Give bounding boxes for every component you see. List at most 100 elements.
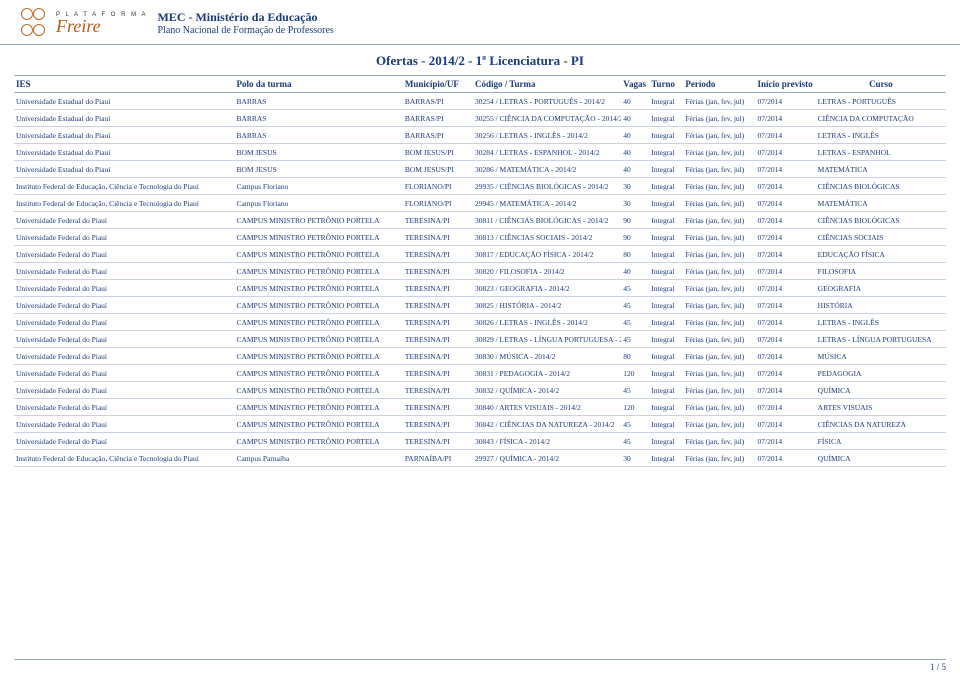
cell-muni: TERESINA/PI <box>403 365 473 382</box>
cell-inicio: 07/2014 <box>756 348 816 365</box>
cell-vagas: 90 <box>621 212 649 229</box>
cell-vagas: 90 <box>621 229 649 246</box>
cell-polo: BOM JESUS <box>234 144 402 161</box>
header-title: MEC - Ministério da Educação <box>157 10 333 25</box>
cell-inicio: 07/2014 <box>756 93 816 110</box>
cell-ies: Universidade Federal do Piauí <box>14 331 234 348</box>
cell-cod: 30813 / CIÊNCIAS SOCIAIS - 2014/2 <box>473 229 621 246</box>
cell-vagas: 30 <box>621 450 649 467</box>
cell-vagas: 45 <box>621 280 649 297</box>
cell-cod: 30820 / FILOSOFIA - 2014/2 <box>473 263 621 280</box>
cell-periodo: Férias (jan, fev, jul) <box>683 229 755 246</box>
cell-periodo: Férias (jan, fev, jul) <box>683 212 755 229</box>
cell-muni: TERESINA/PI <box>403 297 473 314</box>
cell-polo: CAMPUS MINISTRO PETRÔNIO PORTELA <box>234 382 402 399</box>
cell-curso: MATEMÁTICA <box>816 195 946 212</box>
col-header-municipio: Município/UF <box>403 76 473 93</box>
cell-turno: Integral <box>649 365 683 382</box>
table-row: Universidade Federal do PiauíCAMPUS MINI… <box>14 399 946 416</box>
cell-periodo: Férias (jan, fev, jul) <box>683 450 755 467</box>
cell-muni: TERESINA/PI <box>403 433 473 450</box>
cell-polo: BARRAS <box>234 110 402 127</box>
cell-polo: CAMPUS MINISTRO PETRÔNIO PORTELA <box>234 212 402 229</box>
cell-polo: CAMPUS MINISTRO PETRÔNIO PORTELA <box>234 348 402 365</box>
cell-polo: CAMPUS MINISTRO PETRÔNIO PORTELA <box>234 433 402 450</box>
cell-vagas: 120 <box>621 399 649 416</box>
cell-curso: LETRAS - PORTUGUÊS <box>816 93 946 110</box>
cell-muni: TERESINA/PI <box>403 263 473 280</box>
cell-muni: TERESINA/PI <box>403 314 473 331</box>
cell-cod: 29935 / CIÊNCIAS BIOLÓGICAS - 2014/2 <box>473 178 621 195</box>
col-header-vagas: Vagas <box>621 76 649 93</box>
cell-polo: Campus Floriano <box>234 178 402 195</box>
cell-periodo: Férias (jan, fev, jul) <box>683 433 755 450</box>
cell-ies: Universidade Estadual do Piauí <box>14 161 234 178</box>
cell-polo: CAMPUS MINISTRO PETRÔNIO PORTELA <box>234 365 402 382</box>
cell-cod: 30843 / FÍSICA - 2014/2 <box>473 433 621 450</box>
cell-muni: PARNAÍBA/PI <box>403 450 473 467</box>
table-row: Universidade Federal do PiauíCAMPUS MINI… <box>14 280 946 297</box>
cell-inicio: 07/2014 <box>756 433 816 450</box>
cell-turno: Integral <box>649 110 683 127</box>
cell-ies: Universidade Federal do Piauí <box>14 416 234 433</box>
col-header-periodo: Período <box>683 76 755 93</box>
cell-ies: Instituto Federal de Educação, Ciência e… <box>14 450 234 467</box>
cell-ies: Universidade Federal do Piauí <box>14 348 234 365</box>
cell-polo: CAMPUS MINISTRO PETRÔNIO PORTELA <box>234 263 402 280</box>
cell-cod: 30832 / QUÍMICA - 2014/2 <box>473 382 621 399</box>
cell-polo: BARRAS <box>234 93 402 110</box>
table-row: Universidade Estadual do PiauíBARRASBARR… <box>14 127 946 144</box>
cell-curso: FILOSOFIA <box>816 263 946 280</box>
cell-polo: CAMPUS MINISTRO PETRÔNIO PORTELA <box>234 416 402 433</box>
cell-inicio: 07/2014 <box>756 229 816 246</box>
cell-cod: 30826 / LETRAS - INGLÊS - 2014/2 <box>473 314 621 331</box>
cell-inicio: 07/2014 <box>756 416 816 433</box>
cell-cod: 30256 / LETRAS - INGLÊS - 2014/2 <box>473 127 621 144</box>
cell-periodo: Férias (jan, fev, jul) <box>683 348 755 365</box>
cell-vagas: 45 <box>621 382 649 399</box>
cell-periodo: Férias (jan, fev, jul) <box>683 331 755 348</box>
cell-inicio: 07/2014 <box>756 212 816 229</box>
table-body: Universidade Estadual do Piauí BARRASBARR… <box>14 93 946 467</box>
cell-vagas: 45 <box>621 331 649 348</box>
table-row: Universidade Estadual do PiauíBOM JESUSB… <box>14 144 946 161</box>
cell-muni: TERESINA/PI <box>403 331 473 348</box>
cell-cod: 30286 / MATEMÁTICA - 2014/2 <box>473 161 621 178</box>
cell-curso: CIÊNCIAS SOCIAIS <box>816 229 946 246</box>
cell-cod: 30840 / ARTES VISUAIS - 2014/2 <box>473 399 621 416</box>
cell-inicio: 07/2014 <box>756 195 816 212</box>
cell-cod: 29945 / MATEMÁTICA - 2014/2 <box>473 195 621 212</box>
col-header-turno: Turno <box>649 76 683 93</box>
cell-periodo: Férias (jan, fev, jul) <box>683 246 755 263</box>
cell-vagas: 45 <box>621 416 649 433</box>
cell-turno: Integral <box>649 450 683 467</box>
cell-polo: CAMPUS MINISTRO PETRÔNIO PORTELA <box>234 314 402 331</box>
cell-ies: Universidade Federal do Piauí <box>14 229 234 246</box>
cell-ies: Universidade Federal do Piauí <box>14 212 234 229</box>
table-row: Universidade Federal do PiauíCAMPUS MINI… <box>14 348 946 365</box>
cell-ies: Universidade Federal do Piauí <box>14 263 234 280</box>
cell-cod: 30255 / CIÊNCIA DA COMPUTAÇÃO - 2014/2 <box>473 110 621 127</box>
cell-inicio: 07/2014 <box>756 280 816 297</box>
cell-muni: TERESINA/PI <box>403 382 473 399</box>
cell-curso: LETRAS - INGLÊS <box>816 314 946 331</box>
cell-muni: TERESINA/PI <box>403 212 473 229</box>
cell-curso: QUÍMICA <box>816 382 946 399</box>
cell-curso: CIÊNCIAS BIOLÓGICAS <box>816 178 946 195</box>
cell-muni: TERESINA/PI <box>403 416 473 433</box>
cell-ies: Universidade Federal do Piauí <box>14 399 234 416</box>
cell-muni: BOM JESUS/PI <box>403 144 473 161</box>
cell-muni: BOM JESUS/PI <box>403 161 473 178</box>
table-row: Universidade Federal do PiauíCAMPUS MINI… <box>14 314 946 331</box>
table-row: Universidade Federal do PiauíCAMPUS MINI… <box>14 416 946 433</box>
cell-periodo: Férias (jan, fev, jul) <box>683 144 755 161</box>
cell-turno: Integral <box>649 212 683 229</box>
cell-inicio: 07/2014 <box>756 450 816 467</box>
cell-muni: FLORIANO/PI <box>403 195 473 212</box>
cell-cod: 30825 / HISTÓRIA - 2014/2 <box>473 297 621 314</box>
cell-curso: MÚSICA <box>816 348 946 365</box>
table-row: Universidade Federal do PiauíCAMPUS MINI… <box>14 263 946 280</box>
header-subtitle: Plano Nacional de Formação de Professore… <box>157 25 333 36</box>
cell-inicio: 07/2014 <box>756 399 816 416</box>
cell-muni: TERESINA/PI <box>403 280 473 297</box>
